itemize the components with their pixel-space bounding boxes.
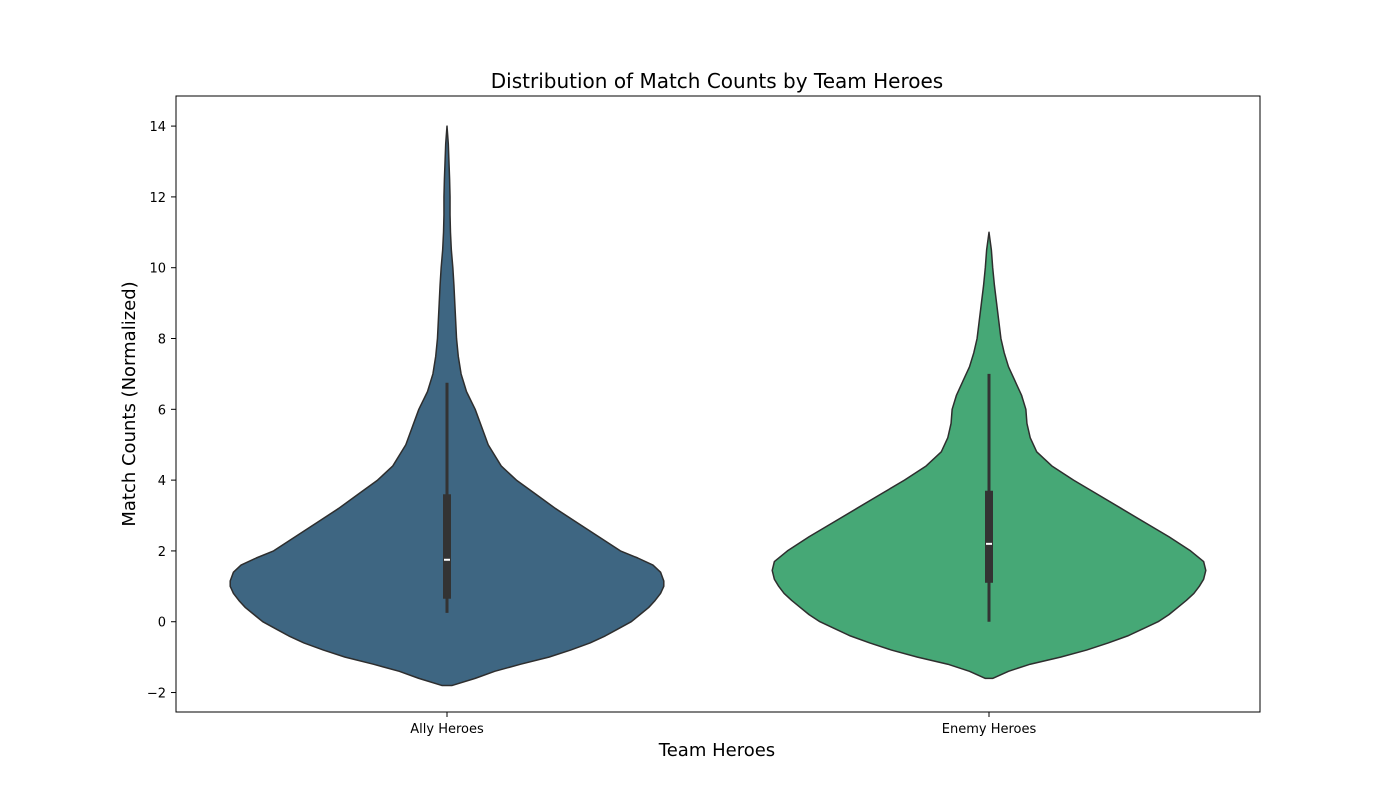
y-tick-label: −2 xyxy=(147,687,166,702)
iqr-box-ally-heroes xyxy=(443,494,451,599)
x-tick-label: Ally Heroes xyxy=(410,722,484,737)
y-tick-label: 8 xyxy=(158,333,166,348)
chart-title: Distribution of Match Counts by Team Her… xyxy=(491,69,943,93)
x-tick-label: Enemy Heroes xyxy=(942,722,1037,737)
plot-area xyxy=(229,125,1207,687)
x-axis-label: Team Heroes xyxy=(658,740,775,761)
y-axis-label: Match Counts (Normalized) xyxy=(119,281,140,526)
y-tick-label: 12 xyxy=(149,191,166,206)
plot-frame xyxy=(175,95,1261,713)
y-tick-label: 14 xyxy=(149,120,166,135)
y-tick-label: 0 xyxy=(158,616,166,631)
y-tick-label: 6 xyxy=(158,403,166,418)
y-tick-label: 4 xyxy=(158,474,166,489)
iqr-box-enemy-heroes xyxy=(985,490,993,583)
y-axis: −2 0 2 4 6 8 10 12 14 xyxy=(147,120,176,702)
x-axis: Ally Heroes Enemy Heroes xyxy=(410,712,1036,737)
y-tick-label: 10 xyxy=(149,262,166,277)
y-tick-label: 2 xyxy=(158,545,166,560)
